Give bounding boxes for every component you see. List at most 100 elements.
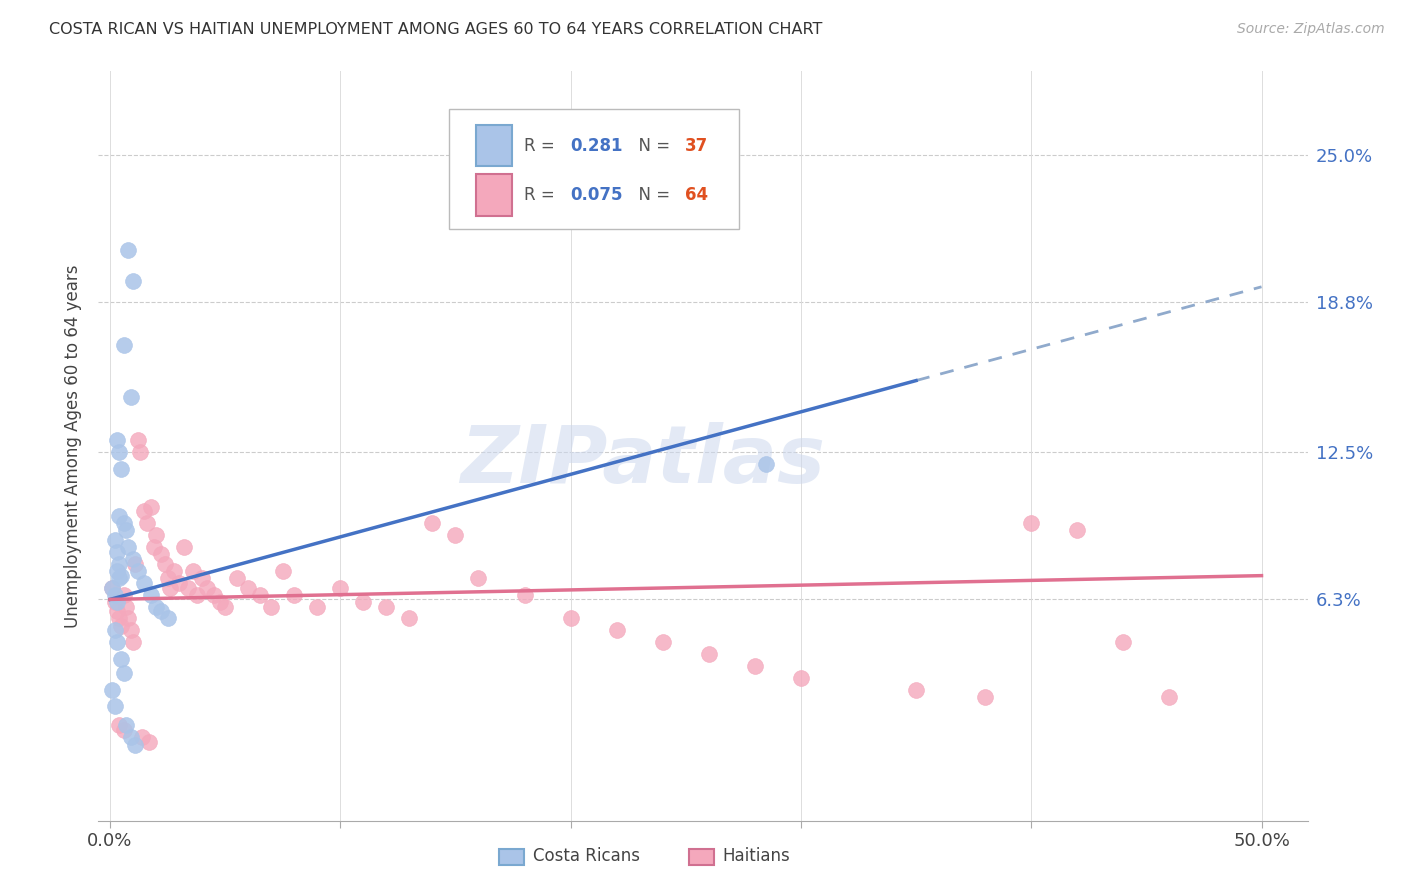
Text: N =: N =	[628, 186, 675, 204]
Point	[167, 575, 190, 590]
Point	[236, 581, 259, 595]
Text: 0.075: 0.075	[569, 186, 623, 204]
Point	[115, 524, 138, 538]
Point	[398, 611, 420, 625]
Point	[112, 666, 135, 681]
Point	[128, 445, 150, 459]
Text: COSTA RICAN VS HAITIAN UNEMPLOYMENT AMONG AGES 60 TO 64 YEARS CORRELATION CHART: COSTA RICAN VS HAITIAN UNEMPLOYMENT AMON…	[49, 22, 823, 37]
Point	[755, 457, 778, 471]
Point	[149, 604, 172, 618]
Point	[156, 611, 179, 625]
Point	[307, 599, 329, 614]
Point	[422, 516, 444, 531]
Point	[105, 635, 128, 649]
Point	[1066, 524, 1088, 538]
Text: Costa Ricans: Costa Ricans	[533, 847, 640, 865]
Point	[108, 445, 131, 459]
Point	[209, 595, 232, 609]
Point	[191, 571, 214, 585]
Point	[122, 552, 145, 566]
Point	[108, 509, 131, 524]
Point	[103, 624, 125, 638]
Point	[108, 571, 131, 585]
Text: N =: N =	[628, 136, 675, 154]
Point	[117, 243, 139, 257]
Point	[249, 588, 271, 602]
Point	[225, 571, 247, 585]
Point	[142, 540, 165, 554]
Point	[105, 564, 128, 578]
Bar	[475, 125, 512, 166]
Text: 37: 37	[685, 136, 709, 154]
Point	[112, 588, 135, 602]
Point	[105, 433, 128, 447]
Point	[127, 564, 149, 578]
Point	[159, 581, 181, 595]
Point	[105, 604, 128, 618]
Point	[905, 682, 928, 697]
Text: R =: R =	[524, 186, 560, 204]
Point	[101, 581, 124, 595]
Point	[141, 500, 163, 514]
Point	[141, 588, 163, 602]
Point	[195, 581, 218, 595]
Point	[115, 599, 138, 614]
Text: 64: 64	[685, 186, 709, 204]
Point	[163, 564, 186, 578]
Point	[117, 540, 139, 554]
Point	[214, 599, 236, 614]
Point	[120, 731, 142, 745]
Point	[138, 735, 160, 749]
Point	[108, 557, 131, 571]
Text: Haitians: Haitians	[723, 847, 790, 865]
Point	[155, 557, 177, 571]
Point	[124, 557, 146, 571]
Point	[560, 611, 582, 625]
Point	[105, 595, 128, 609]
Point	[101, 581, 124, 595]
FancyBboxPatch shape	[449, 109, 740, 228]
Point	[110, 461, 132, 475]
Point	[467, 571, 489, 585]
Point	[122, 274, 145, 288]
Point	[352, 595, 374, 609]
Point	[124, 738, 146, 752]
Point	[120, 390, 142, 404]
Point	[329, 581, 352, 595]
Point	[173, 540, 195, 554]
Point	[135, 516, 157, 531]
Point	[105, 545, 128, 559]
Point	[202, 588, 225, 602]
Point	[127, 433, 149, 447]
Point	[697, 647, 720, 661]
Point	[1112, 635, 1135, 649]
Point	[108, 718, 131, 732]
Bar	[475, 174, 512, 216]
Point	[103, 588, 125, 602]
Point	[134, 575, 156, 590]
Point	[131, 731, 153, 745]
Point	[110, 652, 132, 666]
Point	[103, 533, 125, 547]
Point	[103, 699, 125, 714]
Point	[271, 564, 294, 578]
Point	[651, 635, 673, 649]
Point	[156, 571, 179, 585]
Point	[513, 588, 536, 602]
Point	[101, 682, 124, 697]
Point	[606, 624, 628, 638]
Point	[134, 504, 156, 518]
Point	[1019, 516, 1042, 531]
Point	[120, 624, 142, 638]
Point	[375, 599, 398, 614]
Text: Source: ZipAtlas.com: Source: ZipAtlas.com	[1237, 22, 1385, 37]
Point	[110, 618, 132, 632]
Point	[112, 516, 135, 531]
Point	[790, 671, 813, 685]
Point	[145, 599, 167, 614]
Point	[744, 659, 766, 673]
Point	[444, 528, 467, 542]
Point	[112, 723, 135, 738]
Y-axis label: Unemployment Among Ages 60 to 64 years: Unemployment Among Ages 60 to 64 years	[65, 264, 83, 628]
Point	[115, 718, 138, 732]
